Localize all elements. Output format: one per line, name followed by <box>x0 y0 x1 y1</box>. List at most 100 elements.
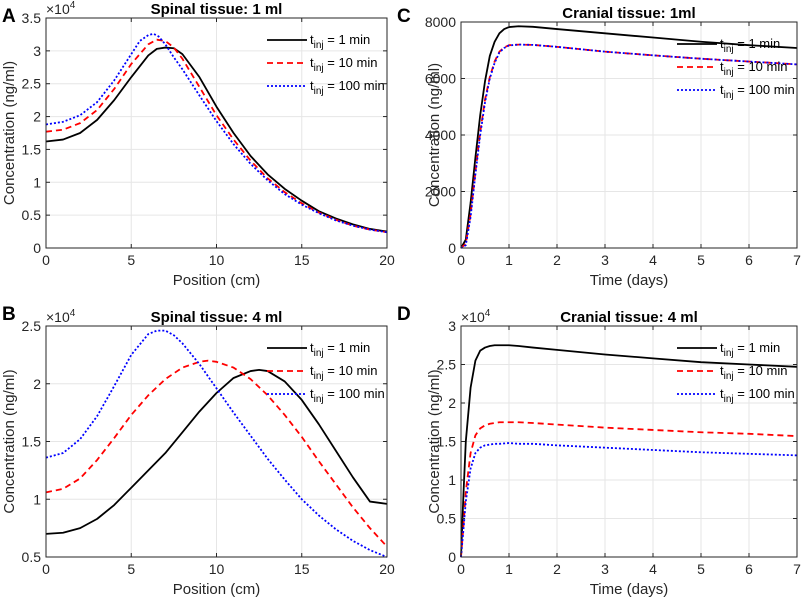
y-tick-label: 2 <box>33 376 41 392</box>
legend: tinj = 1 min tinj = 10 min tinj = 100 min <box>677 340 795 405</box>
x-tick-label: 0 <box>457 252 465 268</box>
x-tick-label: 15 <box>294 561 310 577</box>
y-tick-label: 3 <box>33 43 41 59</box>
y-tick-label: 1 <box>33 174 41 190</box>
x-tick-label: 4 <box>649 252 657 268</box>
chart-panel-d: 0 1 2 3 4 5 6 7 0 0.5 1 1.5 2 2.5 3 ×104 Cranial tissue:… <box>397 304 801 598</box>
y-axis-label: Concentration (ng/ml) <box>1 61 18 205</box>
legend: tinj = 1 min tinj = 10 min tinj = 100 min <box>677 36 795 101</box>
series-line-1 <box>45 46 388 233</box>
y-tick-label: 0 <box>448 549 456 565</box>
x-axis-label: Time (days) <box>590 272 669 289</box>
x-tick-label: 3 <box>601 561 609 577</box>
x-tick-label: 5 <box>697 252 705 268</box>
y-axis-label: Concentration (ng/ml) <box>1 369 18 513</box>
y-axis-label: Concentration (ng/ml) <box>426 63 443 207</box>
x-tick-label: 0 <box>42 561 50 577</box>
legend: tinj = 1 min tinj = 10 min tinj = 100 min <box>267 32 385 97</box>
x-tick-label: 10 <box>209 561 225 577</box>
legend-entry: tinj = 100 min <box>720 386 795 405</box>
legend-entry: tinj = 100 min <box>310 78 385 97</box>
legend-entry: tinj = 10 min <box>720 363 787 382</box>
series-line-1 <box>460 344 798 558</box>
chart-title: Spinal tissue: 4 ml <box>151 309 283 326</box>
chart-title: Cranial tissue: 1ml <box>562 5 695 22</box>
x-tick-label: 15 <box>294 252 310 268</box>
x-tick-label: 2 <box>553 252 561 268</box>
y-tick-label: 8000 <box>425 14 456 30</box>
panel-label: B <box>2 304 16 325</box>
legend-entry: tinj = 100 min <box>720 82 795 101</box>
y-tick-label: 1 <box>448 472 456 488</box>
y-tick-label: 0.5 <box>22 549 42 565</box>
series-line-2 <box>460 421 798 558</box>
x-tick-label: 6 <box>745 561 753 577</box>
y-tick-label: 2.5 <box>437 357 457 373</box>
y-tick-label: 1.5 <box>22 434 42 450</box>
series-line-1 <box>45 368 388 535</box>
y-tick-label: 0 <box>33 240 41 256</box>
x-tick-label: 20 <box>379 561 395 577</box>
chart-panel-a: 0 5 10 15 20 0 0.5 1 1.5 2 2.5 3 3.5×104 Spinal tissu… <box>1 0 395 289</box>
x-axis-label: Position (cm) <box>173 581 261 598</box>
x-tick-label: 4 <box>649 561 657 577</box>
panel-label: D <box>397 304 411 325</box>
y-axis-multiplier: ×104 <box>46 0 76 17</box>
series-line-2 <box>45 38 388 234</box>
chart-panel-b: 0 5 10 15 20 0.5 1 1.5 2 2.5×104 Spinal tissue: 4 … <box>1 304 395 598</box>
x-tick-label: 7 <box>793 561 801 577</box>
legend-entry: tinj = 1 min <box>310 32 370 51</box>
y-tick-label: 0.5 <box>437 511 457 527</box>
y-tick-label: 2 <box>448 395 456 411</box>
y-tick-label: 1.5 <box>22 141 42 157</box>
chart-title: Cranial tissue: 4 ml <box>560 309 698 326</box>
y-tick-label: 2.5 <box>22 76 42 92</box>
x-tick-label: 5 <box>127 561 135 577</box>
x-axis-label: Position (cm) <box>173 272 261 289</box>
x-tick-label: 0 <box>457 561 465 577</box>
legend: tinj = 1 min tinj = 10 min tinj = 100 min <box>267 340 385 405</box>
x-tick-label: 10 <box>209 252 225 268</box>
y-tick-label: 3 <box>448 318 456 334</box>
legend-entry: tinj = 10 min <box>310 363 377 382</box>
y-tick-label: 1.5 <box>437 434 457 450</box>
chart-title: Spinal tissue: 1 ml <box>151 1 283 18</box>
x-tick-label: 5 <box>127 252 135 268</box>
y-tick-label: 2000 <box>425 184 456 200</box>
y-tick-label: 2 <box>33 109 41 125</box>
legend-entry: tinj = 10 min <box>310 55 377 74</box>
x-tick-label: 2 <box>553 561 561 577</box>
series-line-2 <box>45 359 388 548</box>
series-line-3 <box>460 43 798 249</box>
series-line-1 <box>460 25 798 249</box>
y-tick-label: 1 <box>33 491 41 507</box>
legend-entry: tinj = 100 min <box>310 386 385 405</box>
legend-entry: tinj = 1 min <box>720 340 780 359</box>
x-tick-label: 7 <box>793 252 801 268</box>
y-tick-label: 6000 <box>425 71 456 87</box>
x-tick-label: 3 <box>601 252 609 268</box>
x-tick-label: 5 <box>697 561 705 577</box>
series-line-3 <box>460 442 798 558</box>
y-tick-label: 4000 <box>425 127 456 143</box>
series-line-3 <box>45 32 388 234</box>
y-axis-multiplier: ×104 <box>461 308 491 325</box>
legend-entry: tinj = 1 min <box>720 36 780 55</box>
y-tick-label: 3.5 <box>22 10 42 26</box>
x-tick-label: 1 <box>505 252 513 268</box>
x-tick-label: 20 <box>379 252 395 268</box>
y-axis-label: Concentration (ng/ml) <box>426 369 443 513</box>
legend-entry: tinj = 1 min <box>310 340 370 359</box>
chart-panel-c: 0 1 2 3 4 5 6 7 0 2000 4000 6000 8000 Cranial tissue:… <box>397 5 801 289</box>
panel-label: A <box>2 6 16 27</box>
y-tick-label: 0 <box>448 240 456 256</box>
x-tick-label: 1 <box>505 561 513 577</box>
panel-label: C <box>397 6 411 27</box>
x-tick-label: 6 <box>745 252 753 268</box>
y-axis-multiplier: ×104 <box>46 308 76 325</box>
x-axis-label: Time (days) <box>590 581 669 598</box>
x-tick-label: 0 <box>42 252 50 268</box>
y-tick-label: 2.5 <box>22 318 42 334</box>
y-tick-label: 0.5 <box>22 207 42 223</box>
